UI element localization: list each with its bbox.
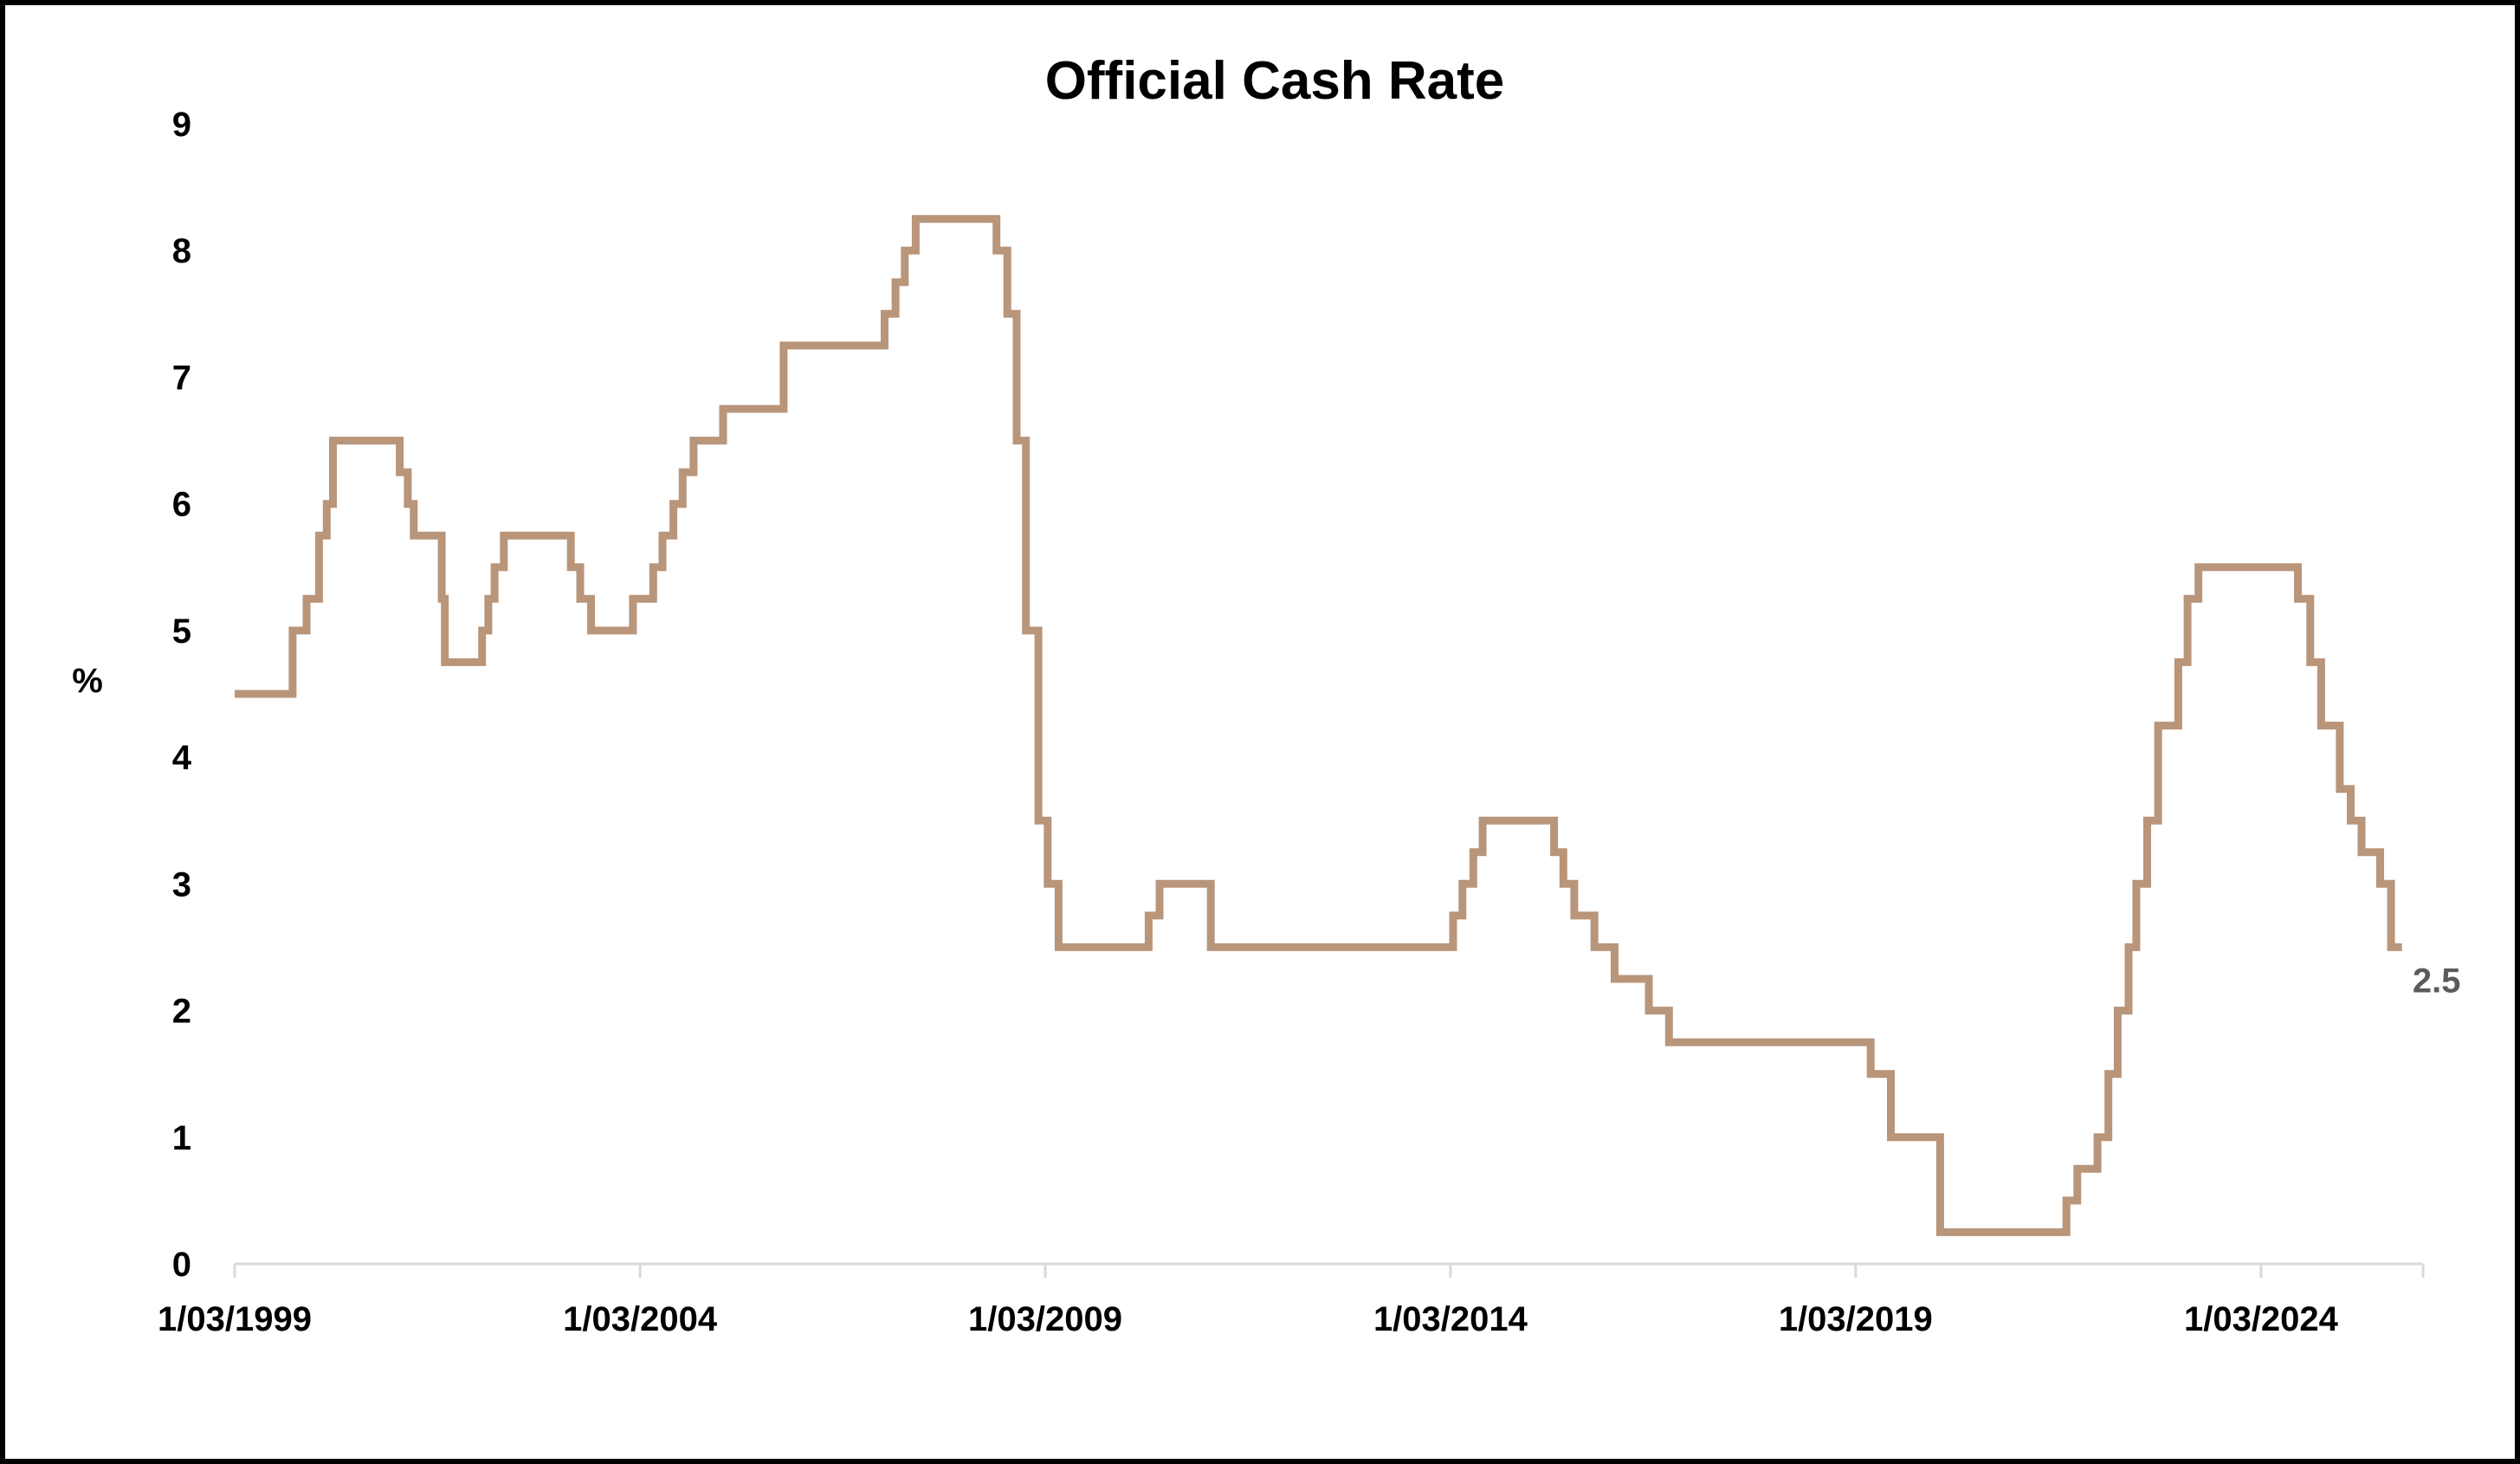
y-tick-label: 4 bbox=[172, 739, 192, 777]
end-value-label: 2.5 bbox=[2413, 962, 2461, 1000]
x-tick-label: 1/03/2014 bbox=[1373, 1300, 1528, 1338]
y-tick-label: 1 bbox=[172, 1119, 191, 1157]
x-tick-labels: 1/03/1999 1/03/2004 1/03/2009 1/03/2014 1/03… bbox=[158, 1300, 2339, 1338]
y-tick-label: 6 bbox=[172, 486, 191, 524]
y-tick-label: 8 bbox=[172, 232, 191, 270]
x-tick-label: 1/03/2004 bbox=[563, 1300, 718, 1338]
y-tick-label: 9 bbox=[172, 106, 191, 144]
y-tick-label: 2 bbox=[172, 993, 191, 1031]
x-tick-label: 1/03/1999 bbox=[158, 1300, 312, 1338]
y-tick-label: 5 bbox=[172, 612, 191, 651]
y-tick-label: 0 bbox=[172, 1246, 191, 1284]
x-axis bbox=[233, 1262, 2425, 1278]
chart-svg: Official Cash Rate % 0 1 2 3 4 5 6 7 8 9 1/03/199… bbox=[72, 51, 2461, 1338]
chart-title: Official Cash Rate bbox=[1045, 51, 1505, 111]
x-tick-label: 1/03/2024 bbox=[2184, 1300, 2339, 1338]
x-tick-label: 1/03/2009 bbox=[968, 1300, 1122, 1338]
x-tick-label: 1/03/2019 bbox=[1779, 1300, 1933, 1338]
series-line bbox=[235, 215, 2402, 1236]
y-axis-label: % bbox=[72, 662, 103, 700]
y-tick-label: 3 bbox=[172, 865, 191, 904]
y-tick-label: 7 bbox=[172, 359, 191, 397]
y-tick-labels: 0 1 2 3 4 5 6 7 8 9 bbox=[172, 106, 192, 1284]
series-group bbox=[235, 215, 2402, 1236]
